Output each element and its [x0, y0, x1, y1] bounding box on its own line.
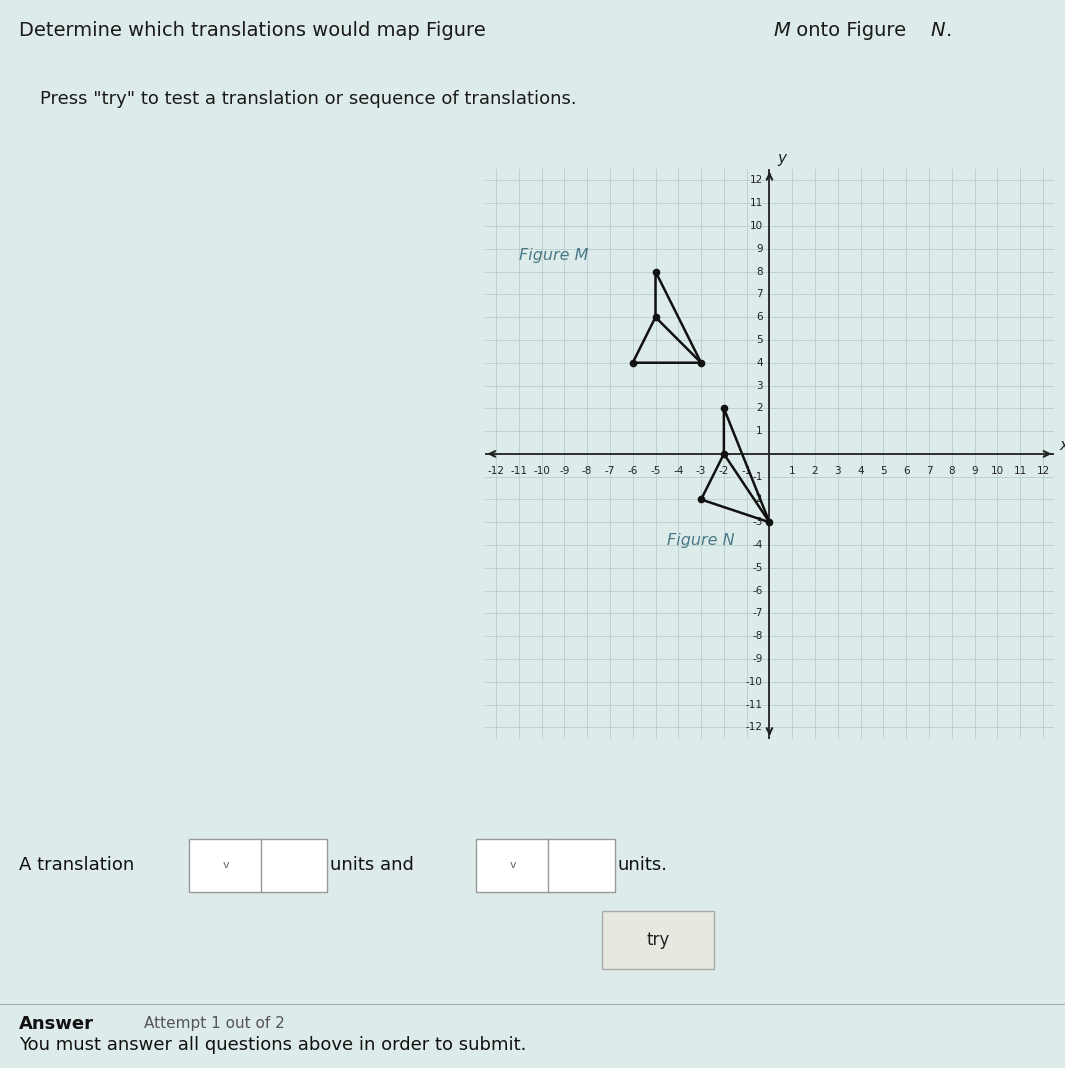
Text: .: . [946, 21, 952, 41]
Text: -12: -12 [746, 722, 763, 733]
Text: 10: 10 [990, 467, 1004, 476]
FancyBboxPatch shape [602, 911, 714, 970]
Text: -5: -5 [651, 467, 660, 476]
Text: 6: 6 [903, 467, 910, 476]
Text: 8: 8 [756, 267, 763, 277]
Text: -11: -11 [746, 700, 763, 709]
Text: 3: 3 [756, 380, 763, 391]
Text: 9: 9 [756, 244, 763, 254]
FancyBboxPatch shape [548, 839, 615, 892]
Text: 7: 7 [756, 289, 763, 299]
Text: units and: units and [330, 857, 414, 875]
FancyBboxPatch shape [189, 839, 263, 892]
Text: 10: 10 [750, 221, 763, 231]
Text: 12: 12 [1036, 467, 1050, 476]
Text: 3: 3 [835, 467, 841, 476]
Text: 4: 4 [857, 467, 864, 476]
Text: Determine which translations would map Figure: Determine which translations would map F… [19, 21, 492, 41]
Text: onto Figure: onto Figure [790, 21, 913, 41]
Text: -2: -2 [752, 494, 763, 504]
Text: -1: -1 [741, 467, 752, 476]
Text: -7: -7 [752, 609, 763, 618]
Text: v: v [510, 861, 517, 870]
Text: -9: -9 [752, 654, 763, 664]
Text: Attempt 1 out of 2: Attempt 1 out of 2 [144, 1016, 284, 1031]
Text: -4: -4 [673, 467, 684, 476]
Text: -10: -10 [746, 677, 763, 687]
Text: A translation: A translation [19, 857, 134, 875]
Text: 2: 2 [812, 467, 818, 476]
Text: 1: 1 [789, 467, 796, 476]
Text: 7: 7 [925, 467, 932, 476]
Text: 9: 9 [971, 467, 978, 476]
Text: y: y [777, 151, 786, 166]
Text: -6: -6 [752, 585, 763, 596]
Text: Figure N: Figure N [667, 533, 735, 548]
Text: -8: -8 [752, 631, 763, 641]
Text: units.: units. [618, 857, 668, 875]
Text: 6: 6 [756, 312, 763, 323]
Text: 5: 5 [756, 335, 763, 345]
FancyBboxPatch shape [261, 839, 327, 892]
Text: -7: -7 [605, 467, 616, 476]
Text: 11: 11 [1014, 467, 1027, 476]
Text: -5: -5 [752, 563, 763, 572]
Text: M: M [773, 21, 790, 41]
Text: -9: -9 [559, 467, 570, 476]
Text: Press "try" to test a translation or sequence of translations.: Press "try" to test a translation or seq… [40, 90, 577, 108]
Text: 8: 8 [949, 467, 955, 476]
Text: 5: 5 [880, 467, 887, 476]
Text: -12: -12 [488, 467, 505, 476]
Text: -8: -8 [581, 467, 592, 476]
Text: -1: -1 [752, 472, 763, 482]
Text: -10: -10 [534, 467, 550, 476]
Text: -6: -6 [627, 467, 638, 476]
Text: -2: -2 [719, 467, 730, 476]
Text: -3: -3 [752, 517, 763, 528]
Text: Answer: Answer [19, 1015, 94, 1033]
Text: try: try [646, 931, 669, 949]
Text: x: x [1059, 439, 1065, 454]
Text: N: N [931, 21, 946, 41]
Text: 2: 2 [756, 404, 763, 413]
Text: 1: 1 [756, 426, 763, 436]
Text: v: v [223, 861, 229, 870]
Text: -4: -4 [752, 540, 763, 550]
Text: 4: 4 [756, 358, 763, 367]
Text: 12: 12 [750, 175, 763, 186]
Text: -3: -3 [695, 467, 706, 476]
Text: Figure M: Figure M [519, 248, 588, 263]
Text: You must answer all questions above in order to submit.: You must answer all questions above in o… [19, 1036, 526, 1054]
Text: 11: 11 [750, 199, 763, 208]
Text: -11: -11 [510, 467, 527, 476]
FancyBboxPatch shape [476, 839, 551, 892]
